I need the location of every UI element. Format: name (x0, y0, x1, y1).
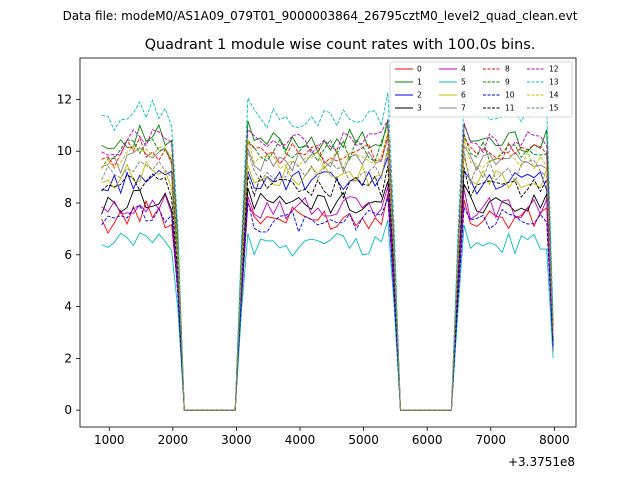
legend-label-3: 3 (417, 104, 422, 113)
legend-label-13: 13 (549, 78, 559, 87)
y-tick-label: 8 (64, 196, 72, 210)
legend-label-15: 15 (549, 104, 559, 113)
figure-suptitle: Data file: modeM0/AS1A09_079T01_90000038… (63, 9, 578, 23)
series-line-14 (101, 131, 554, 411)
legend-label-0: 0 (417, 65, 422, 74)
x-tick-label: 6000 (412, 433, 443, 447)
series-line-1 (101, 119, 554, 411)
legend-label-8: 8 (505, 65, 510, 74)
x-tick-label: 7000 (476, 433, 507, 447)
chart-title: Quadrant 1 module wise count rates with … (145, 37, 536, 53)
series-line-11 (101, 165, 554, 411)
plot-area: 1000 2000 3000 4000 5000 6000 7000 800002468101… (57, 57, 577, 447)
x-tick-label: 1000 (94, 433, 125, 447)
legend-label-10: 10 (505, 91, 515, 100)
legend-label-11: 11 (505, 104, 515, 113)
series-line-10 (101, 197, 554, 411)
y-tick-label: 2 (64, 351, 72, 365)
x-tick-label: 5000 (348, 433, 379, 447)
series-line-5 (101, 220, 554, 411)
x-tick-label: 3000 (221, 433, 252, 447)
y-tick-label: 12 (57, 92, 72, 106)
y-tick-label: 10 (57, 144, 72, 158)
legend-label-2: 2 (417, 91, 422, 100)
x-tick-label: 8000 (539, 433, 570, 447)
series-line-15 (101, 146, 554, 411)
legend-label-7: 7 (461, 104, 466, 113)
x-tick-label: 2000 (158, 433, 189, 447)
legend-label-9: 9 (505, 78, 510, 87)
x-tick-label: 4000 (285, 433, 316, 447)
legend-label-1: 1 (417, 78, 422, 87)
legend-label-5: 5 (461, 78, 466, 87)
legend-label-4: 4 (461, 65, 466, 74)
series-line-4 (101, 186, 554, 411)
legend-label-6: 6 (461, 91, 466, 100)
legend-label-14: 14 (549, 91, 559, 100)
y-tick-label: 0 (64, 403, 72, 417)
x-axis-offset-label: +3.3751e8 (508, 455, 575, 469)
legend-box (389, 61, 573, 118)
series-line-8 (101, 133, 554, 411)
y-tick-label: 4 (64, 300, 72, 314)
legend-label-12: 12 (549, 65, 559, 74)
axes-frame (79, 57, 577, 428)
y-tick-label: 6 (64, 248, 72, 262)
